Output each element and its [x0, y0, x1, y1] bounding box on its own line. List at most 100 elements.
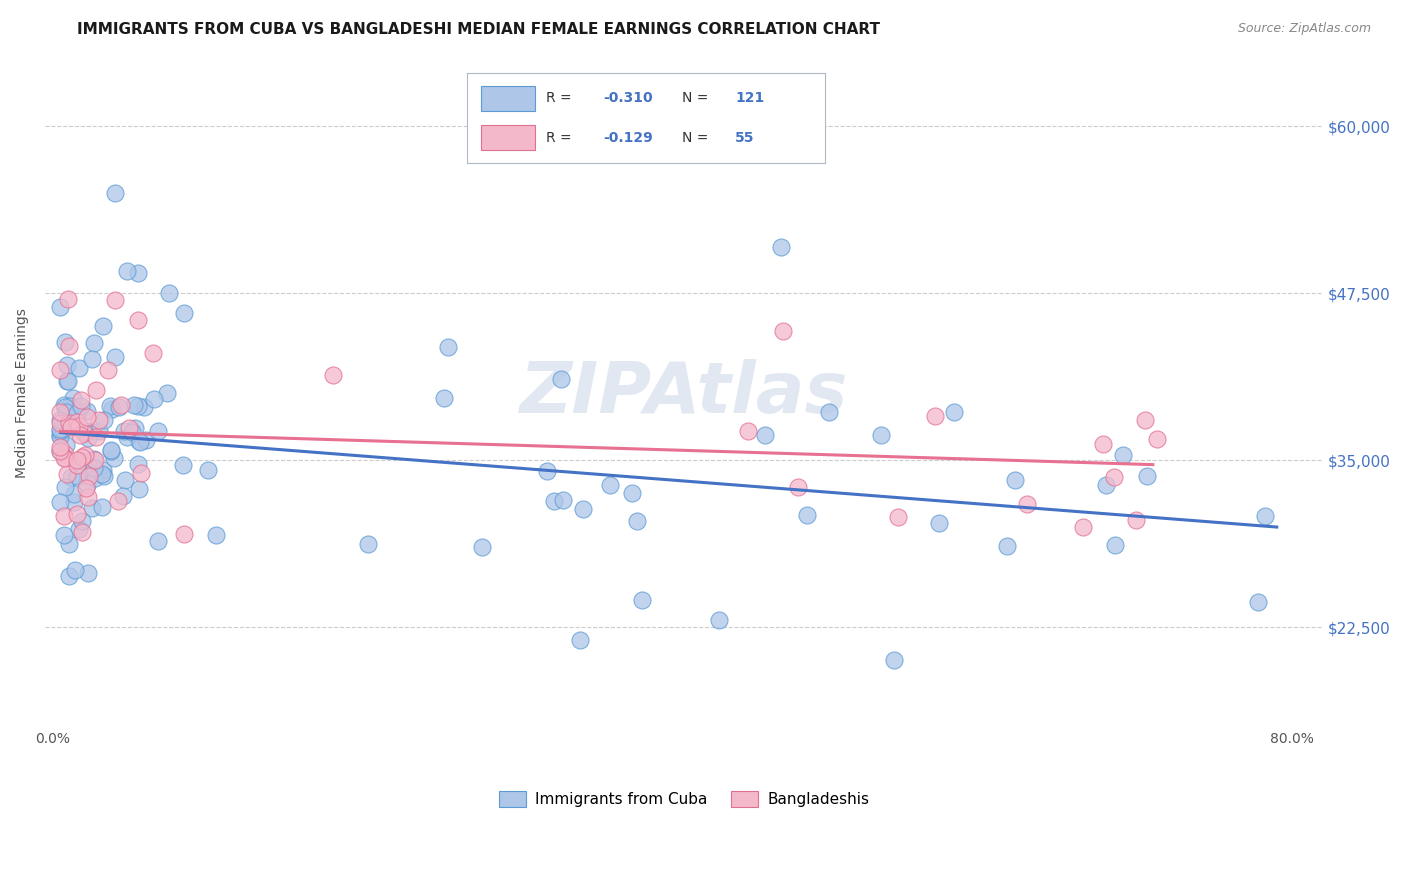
Point	[55, 375, 77, 389]
Point	[49, 443, 72, 458]
Point	[84, 453, 107, 467]
Point	[997, 539, 1019, 553]
Point	[114, 473, 136, 487]
Point	[66, 452, 89, 467]
Point	[142, 346, 165, 360]
Point	[870, 427, 893, 442]
Point	[76, 566, 98, 580]
Point	[128, 483, 150, 497]
Point	[84, 471, 107, 485]
Point	[66, 507, 89, 521]
Point	[66, 468, 89, 483]
Point	[1094, 478, 1116, 492]
Point	[110, 398, 132, 412]
Point	[56, 292, 79, 306]
Point	[104, 186, 127, 201]
Point	[322, 368, 344, 383]
Point	[129, 466, 152, 480]
Point	[786, 479, 808, 493]
Point	[76, 490, 98, 504]
Point	[796, 508, 818, 522]
Point	[49, 362, 72, 376]
Point	[69, 428, 91, 442]
Point	[73, 424, 96, 438]
Point	[93, 413, 115, 427]
Point	[53, 447, 76, 461]
Point	[1125, 513, 1147, 527]
Point	[75, 481, 97, 495]
Point	[56, 404, 79, 418]
Point	[58, 536, 80, 550]
Point	[90, 500, 112, 514]
Point	[156, 386, 179, 401]
Point	[568, 633, 591, 648]
Point	[87, 424, 110, 438]
Point	[49, 416, 72, 430]
Point	[1247, 594, 1270, 608]
Point	[132, 400, 155, 414]
Point	[101, 402, 124, 417]
Point	[63, 494, 86, 508]
Point	[108, 400, 131, 414]
Point	[754, 427, 776, 442]
Point	[127, 457, 149, 471]
Point	[172, 458, 194, 472]
Point	[58, 417, 80, 431]
Point	[111, 489, 134, 503]
Point	[197, 463, 219, 477]
Point	[79, 467, 101, 481]
Point	[772, 325, 794, 339]
Point	[928, 516, 950, 531]
Point	[49, 424, 72, 438]
Point	[135, 433, 157, 447]
Point	[76, 477, 98, 491]
Point	[56, 467, 79, 481]
Point	[1091, 436, 1114, 450]
Point	[84, 430, 107, 444]
Point	[104, 293, 127, 307]
Point	[572, 502, 595, 516]
Point	[127, 313, 149, 327]
Point	[55, 438, 77, 452]
Y-axis label: Median Female Earnings: Median Female Earnings	[15, 309, 30, 478]
Point	[124, 420, 146, 434]
Point	[55, 405, 77, 419]
Point	[127, 266, 149, 280]
Point	[53, 334, 76, 349]
Point	[1133, 413, 1156, 427]
Point	[173, 526, 195, 541]
Text: IMMIGRANTS FROM CUBA VS BANGLADESHI MEDIAN FEMALE EARNINGS CORRELATION CHART: IMMIGRANTS FROM CUBA VS BANGLADESHI MEDI…	[77, 22, 880, 37]
Point	[1102, 470, 1125, 484]
Point	[129, 435, 152, 450]
Point	[70, 450, 93, 465]
Point	[55, 358, 77, 372]
Point	[58, 569, 80, 583]
Text: Source: ZipAtlas.com: Source: ZipAtlas.com	[1237, 22, 1371, 36]
Point	[433, 392, 456, 406]
Point	[112, 424, 135, 438]
Point	[79, 469, 101, 483]
Point	[83, 461, 105, 475]
Point	[59, 399, 82, 413]
Point	[49, 405, 72, 419]
Point	[97, 363, 120, 377]
Point	[553, 492, 575, 507]
Point	[53, 401, 76, 415]
Point	[620, 485, 643, 500]
Point	[1254, 508, 1277, 523]
Point	[1004, 473, 1026, 487]
Point	[62, 401, 84, 416]
Point	[66, 416, 89, 430]
Point	[1136, 469, 1159, 483]
Point	[65, 563, 87, 577]
Point	[82, 501, 104, 516]
Point	[104, 351, 127, 365]
Point	[107, 493, 129, 508]
Point	[73, 426, 96, 441]
Point	[49, 429, 72, 443]
Text: ZIPAtlas: ZIPAtlas	[520, 359, 848, 428]
Point	[121, 425, 143, 439]
Point	[53, 508, 76, 523]
Point	[550, 372, 572, 386]
Point	[1146, 432, 1168, 446]
